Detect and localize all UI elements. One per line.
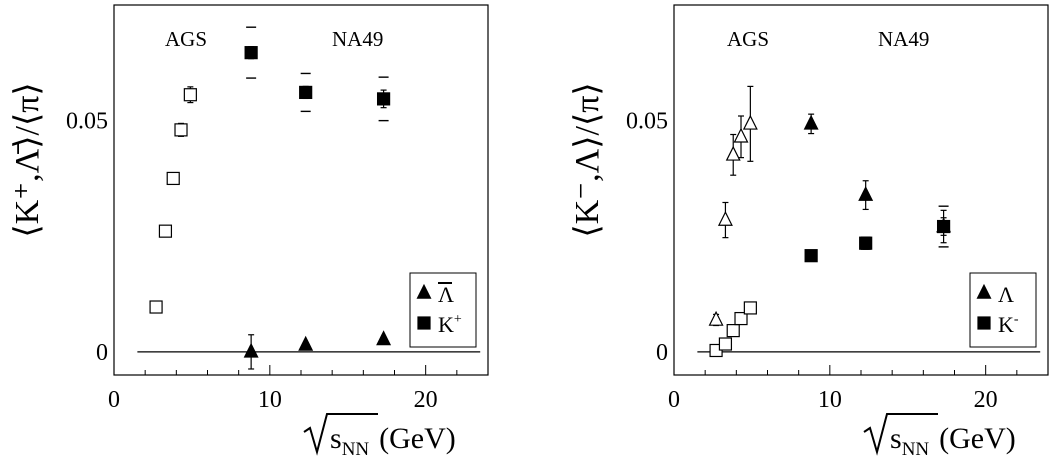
legend-label-sup: + bbox=[454, 312, 462, 327]
y-tick-label: 0 bbox=[96, 340, 108, 366]
data-point bbox=[803, 114, 819, 130]
x-axis-label: sNN (GeV) bbox=[303, 413, 456, 460]
legend-label: Λ bbox=[998, 282, 1014, 307]
data-point bbox=[936, 219, 951, 234]
data-point bbox=[166, 171, 180, 186]
data-point bbox=[725, 145, 741, 161]
y-axis-label: ⟨K⁺,Λ̄⟩/⟨π⟩ bbox=[9, 82, 46, 237]
legend-marker bbox=[416, 283, 432, 299]
data-point bbox=[708, 310, 724, 326]
x-label-sub: NN bbox=[342, 439, 370, 460]
legend: ΛK- bbox=[969, 272, 1037, 348]
data-point bbox=[859, 236, 873, 250]
x-axis-label-text: sNN (GeV) bbox=[890, 422, 1016, 460]
x-label-var: s bbox=[890, 422, 902, 455]
annotation-ags: AGS bbox=[165, 27, 207, 51]
x-tick-label: 10 bbox=[818, 387, 842, 413]
x-label-var: s bbox=[330, 422, 342, 455]
series-na49-2 bbox=[803, 113, 952, 244]
legend-box bbox=[969, 272, 1037, 348]
data-point bbox=[243, 342, 259, 358]
x-tick-label: 20 bbox=[974, 387, 998, 413]
y-tick-label: 0.05 bbox=[66, 109, 108, 135]
legend-label: K+ bbox=[438, 312, 462, 337]
legend-label-text: K bbox=[438, 312, 454, 337]
x-axis-label-text: sNN (GeV) bbox=[330, 422, 456, 460]
data-point bbox=[183, 88, 197, 102]
data-point bbox=[158, 224, 173, 238]
legend-label-text: K bbox=[998, 312, 1014, 337]
y-axis-label: ⟨K⁻,Λ⟩/⟨π⟩ bbox=[569, 82, 606, 237]
data-point bbox=[149, 300, 163, 314]
legend-label: Λ bbox=[438, 282, 454, 307]
annotation-na49: NA49 bbox=[332, 27, 383, 51]
annotation-na49: NA49 bbox=[878, 27, 929, 51]
series-ags-0 bbox=[149, 86, 197, 314]
data-point bbox=[174, 123, 188, 137]
data-point bbox=[718, 337, 733, 351]
x-axis-label: sNN (GeV) bbox=[863, 413, 1016, 460]
legend-label-text: Λ bbox=[438, 282, 454, 307]
series-ags-0 bbox=[708, 85, 758, 327]
series-na49-2 bbox=[243, 330, 392, 370]
data-point bbox=[804, 249, 818, 263]
data-point bbox=[742, 114, 758, 130]
annotation-ags: AGS bbox=[727, 27, 769, 51]
x-tick-label: 10 bbox=[258, 387, 282, 413]
legend-box bbox=[409, 272, 477, 348]
sqrt-symbol bbox=[303, 413, 378, 456]
data-point bbox=[244, 46, 258, 60]
data-point bbox=[376, 92, 391, 106]
data-point bbox=[726, 324, 740, 338]
data-point bbox=[858, 185, 874, 201]
x-label-unit: (GeV) bbox=[379, 422, 456, 455]
legend-label-sup: - bbox=[1014, 312, 1019, 327]
series-na49-1 bbox=[244, 26, 391, 122]
legend-marker bbox=[976, 283, 992, 299]
x-tick-label: 0 bbox=[108, 387, 120, 413]
legend-marker bbox=[977, 316, 991, 330]
data-point bbox=[717, 210, 733, 226]
x-tick-label: 20 bbox=[414, 387, 438, 413]
y-tick-label: 0 bbox=[656, 340, 668, 366]
legend-label: K- bbox=[998, 312, 1019, 337]
legend-marker bbox=[417, 316, 431, 330]
data-point bbox=[743, 301, 757, 315]
x-label-sub: NN bbox=[902, 439, 930, 460]
data-point bbox=[299, 85, 313, 100]
data-point bbox=[734, 311, 748, 326]
legend-label-text: Λ bbox=[998, 282, 1014, 307]
y-tick-label: 0.05 bbox=[626, 109, 668, 135]
sqrt-symbol bbox=[863, 413, 938, 456]
series-ags-1 bbox=[709, 301, 757, 358]
legend: ΛK+ bbox=[409, 272, 477, 348]
data-point bbox=[733, 127, 749, 143]
series-na49-3 bbox=[804, 205, 951, 263]
x-label-unit: (GeV) bbox=[939, 422, 1016, 455]
x-tick-label: 0 bbox=[668, 387, 680, 413]
data-point bbox=[298, 335, 314, 351]
data-point bbox=[376, 330, 392, 346]
